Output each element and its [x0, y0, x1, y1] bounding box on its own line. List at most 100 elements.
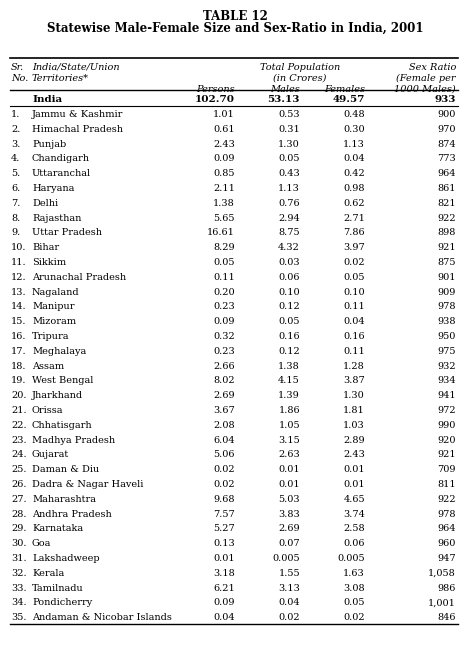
Text: 6.04: 6.04	[213, 436, 235, 445]
Text: 0.62: 0.62	[344, 199, 365, 208]
Text: 0.10: 0.10	[344, 288, 365, 297]
Text: 3.18: 3.18	[213, 568, 235, 578]
Text: 990: 990	[438, 421, 456, 430]
Text: Persons: Persons	[196, 85, 235, 94]
Text: 861: 861	[438, 184, 456, 193]
Text: 7.57: 7.57	[213, 510, 235, 518]
Text: 0.42: 0.42	[343, 169, 365, 178]
Text: 34.: 34.	[11, 599, 27, 607]
Text: 970: 970	[438, 125, 456, 134]
Text: 28.: 28.	[11, 510, 26, 518]
Text: 26.: 26.	[11, 480, 26, 489]
Text: 0.09: 0.09	[213, 317, 235, 326]
Text: Madhya Pradesh: Madhya Pradesh	[32, 436, 115, 445]
Text: 0.04: 0.04	[344, 317, 365, 326]
Text: 14.: 14.	[11, 303, 27, 311]
Text: 3.74: 3.74	[343, 510, 365, 518]
Text: 2.11: 2.11	[213, 184, 235, 193]
Text: Lakshadweep: Lakshadweep	[32, 554, 100, 563]
Text: 6.21: 6.21	[213, 584, 235, 593]
Text: Dadra & Nagar Haveli: Dadra & Nagar Haveli	[32, 480, 143, 489]
Text: 960: 960	[438, 539, 456, 548]
Text: 950: 950	[438, 332, 456, 341]
Text: 11.: 11.	[11, 258, 27, 267]
Text: 2.66: 2.66	[213, 361, 235, 371]
Text: 934: 934	[438, 376, 456, 385]
Text: 0.02: 0.02	[213, 465, 235, 474]
Text: 2.89: 2.89	[344, 436, 365, 445]
Text: 0.12: 0.12	[278, 347, 300, 356]
Text: 2.43: 2.43	[343, 450, 365, 460]
Text: 909: 909	[438, 288, 456, 297]
Text: 2.58: 2.58	[344, 524, 365, 534]
Text: 8.75: 8.75	[278, 228, 300, 237]
Text: 1.28: 1.28	[343, 361, 365, 371]
Text: 2.: 2.	[11, 125, 20, 134]
Text: 0.11: 0.11	[343, 347, 365, 356]
Text: 1000 Males): 1000 Males)	[394, 85, 456, 94]
Text: Punjab: Punjab	[32, 140, 66, 148]
Text: 3.97: 3.97	[343, 243, 365, 253]
Text: 0.01: 0.01	[278, 480, 300, 489]
Text: 0.10: 0.10	[278, 288, 300, 297]
Text: 2.63: 2.63	[278, 450, 300, 460]
Text: 4.32: 4.32	[278, 243, 300, 253]
Text: 0.03: 0.03	[278, 258, 300, 267]
Text: Maharashtra: Maharashtra	[32, 495, 96, 504]
Text: 978: 978	[438, 510, 456, 518]
Text: 4.65: 4.65	[344, 495, 365, 504]
Text: 0.01: 0.01	[213, 554, 235, 563]
Text: 922: 922	[438, 495, 456, 504]
Text: 4.: 4.	[11, 154, 20, 164]
Text: 933: 933	[435, 95, 456, 104]
Text: 0.16: 0.16	[344, 332, 365, 341]
Text: 0.04: 0.04	[213, 613, 235, 622]
Text: 1.38: 1.38	[213, 199, 235, 208]
Text: 20.: 20.	[11, 391, 26, 400]
Text: Manipur: Manipur	[32, 303, 75, 311]
Text: 0.01: 0.01	[344, 480, 365, 489]
Text: 874: 874	[438, 140, 456, 148]
Text: Kerala: Kerala	[32, 568, 64, 578]
Text: Tamilnadu: Tamilnadu	[32, 584, 84, 593]
Text: 5.06: 5.06	[213, 450, 235, 460]
Text: 0.11: 0.11	[343, 303, 365, 311]
Text: 0.04: 0.04	[344, 154, 365, 164]
Text: 1,001: 1,001	[428, 599, 456, 607]
Text: 1.13: 1.13	[278, 184, 300, 193]
Text: 30.: 30.	[11, 539, 26, 548]
Text: Total Population: Total Population	[260, 63, 340, 72]
Text: 0.31: 0.31	[278, 125, 300, 134]
Text: 13.: 13.	[11, 288, 27, 297]
Text: 8.02: 8.02	[213, 376, 235, 385]
Text: 5.65: 5.65	[213, 214, 235, 222]
Text: 53.13: 53.13	[267, 95, 300, 104]
Text: 0.02: 0.02	[213, 480, 235, 489]
Text: Bihar: Bihar	[32, 243, 59, 253]
Text: Goa: Goa	[32, 539, 51, 548]
Text: 3.13: 3.13	[278, 584, 300, 593]
Text: 5.27: 5.27	[213, 524, 235, 534]
Text: 0.85: 0.85	[213, 169, 235, 178]
Text: India/State/Union: India/State/Union	[32, 63, 120, 72]
Text: 8.29: 8.29	[213, 243, 235, 253]
Text: 7.: 7.	[11, 199, 20, 208]
Text: 1.30: 1.30	[278, 140, 300, 148]
Text: Mizoram: Mizoram	[32, 317, 76, 326]
Text: 16.61: 16.61	[207, 228, 235, 237]
Text: Jharkhand: Jharkhand	[32, 391, 83, 400]
Text: Delhi: Delhi	[32, 199, 58, 208]
Text: 0.23: 0.23	[213, 303, 235, 311]
Text: (Female per: (Female per	[397, 74, 456, 83]
Text: Karnataka: Karnataka	[32, 524, 83, 534]
Text: 709: 709	[438, 465, 456, 474]
Text: 0.05: 0.05	[279, 317, 300, 326]
Text: 1.81: 1.81	[343, 406, 365, 415]
Text: Himachal Pradesh: Himachal Pradesh	[32, 125, 123, 134]
Text: 0.20: 0.20	[213, 288, 235, 297]
Text: 900: 900	[438, 110, 456, 119]
Text: 1.86: 1.86	[278, 406, 300, 415]
Text: No.: No.	[11, 74, 28, 83]
Text: 1.38: 1.38	[278, 361, 300, 371]
Text: 0.48: 0.48	[344, 110, 365, 119]
